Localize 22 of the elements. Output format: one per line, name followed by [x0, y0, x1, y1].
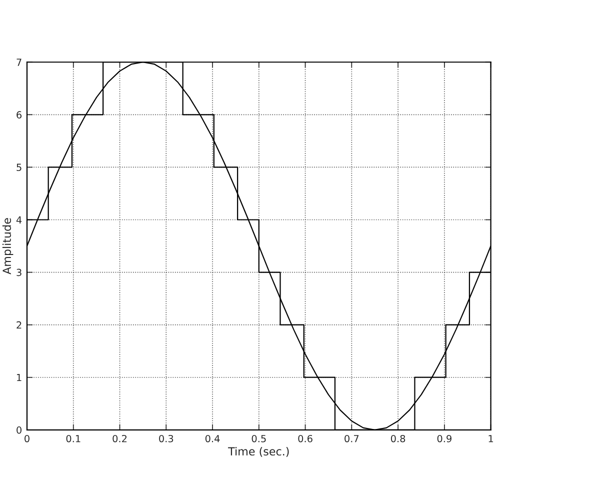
x-tick-label: 0.9 — [437, 434, 452, 442]
x-tick-label: 0.8 — [390, 434, 406, 442]
y-tick-label: 4 — [16, 216, 22, 224]
y-tick-label: 6 — [16, 111, 22, 118]
x-tick-label: 0.2 — [112, 434, 127, 442]
y-tick-label: 1 — [17, 374, 22, 382]
line-series — [27, 62, 491, 430]
x-tick-label: 0.7 — [344, 434, 359, 442]
y-tick-label: 0 — [16, 426, 22, 434]
x-tick-label: 1 — [488, 435, 493, 442]
x-axis-title: Time (sec.) — [228, 446, 289, 457]
x-tick-label: 0.4 — [205, 434, 220, 442]
x-tick-label: 0.3 — [159, 434, 174, 442]
y-tick-label: 7 — [16, 58, 22, 66]
y-tick-label: 3 — [16, 268, 22, 276]
x-tick-label: 0.6 — [298, 434, 312, 442]
x-tick-label: 0.5 — [252, 434, 266, 442]
x-tick-label: 0 — [24, 434, 30, 442]
y-axis-title: Amplitude — [2, 218, 14, 274]
y-tick-label: 5 — [16, 164, 22, 172]
y-tick-label: 2 — [16, 321, 22, 329]
x-tick-label: 0.1 — [66, 434, 80, 442]
